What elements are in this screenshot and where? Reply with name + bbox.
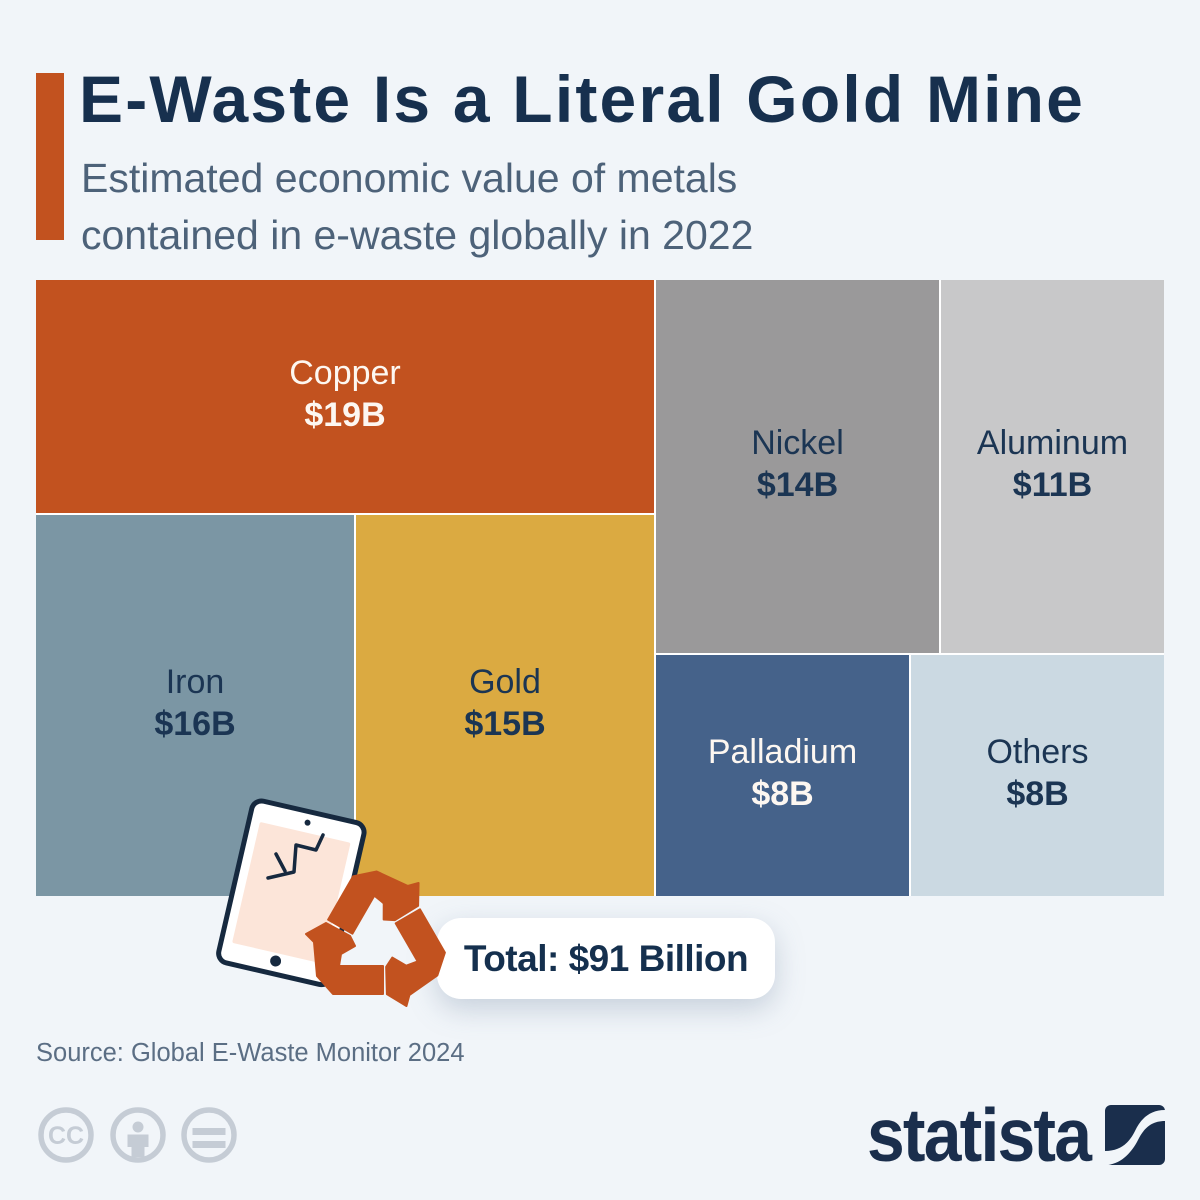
svg-text:CC: CC bbox=[48, 1122, 84, 1150]
svg-text:statista: statista bbox=[867, 1098, 1093, 1170]
